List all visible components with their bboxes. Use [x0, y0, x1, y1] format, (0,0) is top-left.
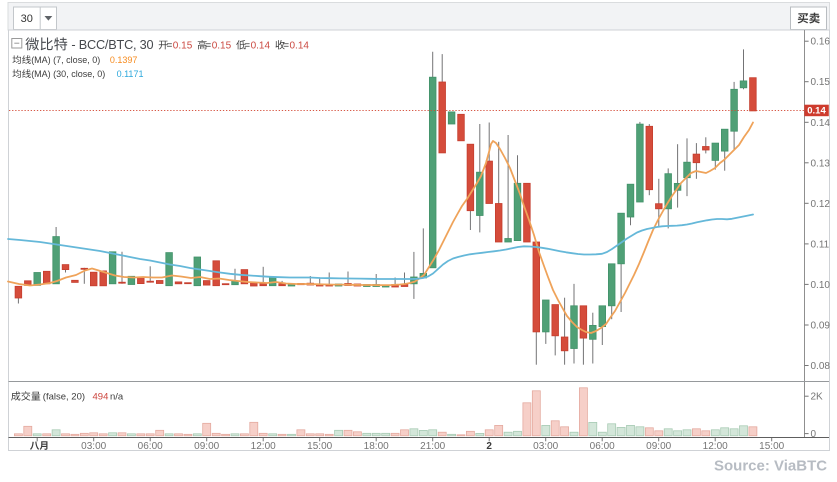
svg-text:21:00: 21:00	[420, 441, 445, 452]
svg-text:0.15: 0.15	[811, 77, 831, 88]
svg-text:15:00: 15:00	[759, 441, 784, 452]
svg-text:=: =	[244, 40, 250, 51]
svg-text:0: 0	[811, 429, 817, 440]
svg-text:09:00: 09:00	[646, 441, 671, 452]
svg-text:0.14: 0.14	[251, 40, 271, 51]
svg-text:(false, 20): (false, 20)	[43, 392, 85, 403]
svg-text:- BCC/BTC, 30: - BCC/BTC, 30	[71, 38, 153, 52]
svg-text:=: =	[205, 40, 211, 51]
svg-text:0.16: 0.16	[811, 37, 831, 48]
svg-text:30: 30	[21, 13, 33, 25]
svg-text:0.11: 0.11	[811, 239, 830, 250]
svg-text:12:00: 12:00	[703, 441, 728, 452]
svg-text:(MA) (30, close, 0): (MA) (30, close, 0)	[31, 69, 105, 79]
svg-text:0.14: 0.14	[811, 118, 831, 129]
svg-text:0.14: 0.14	[290, 40, 310, 51]
svg-text:2: 2	[486, 441, 492, 452]
svg-text:0.08: 0.08	[811, 361, 831, 372]
svg-text:12:00: 12:00	[251, 441, 276, 452]
svg-text:494: 494	[93, 392, 109, 403]
svg-text:=: =	[283, 40, 289, 51]
svg-text:0.09: 0.09	[811, 321, 831, 332]
svg-text:06:00: 06:00	[138, 441, 163, 452]
svg-text:Source: ViaBTC: Source: ViaBTC	[714, 458, 827, 475]
svg-text:06:00: 06:00	[590, 441, 615, 452]
svg-text:03:00: 03:00	[533, 441, 558, 452]
svg-text:15:00: 15:00	[307, 441, 332, 452]
svg-text:09:00: 09:00	[194, 441, 219, 452]
svg-text:03:00: 03:00	[81, 441, 106, 452]
svg-text:=: =	[167, 40, 173, 51]
svg-text:0.14: 0.14	[807, 106, 826, 117]
svg-text:0.1171: 0.1171	[117, 69, 144, 79]
svg-text:2K: 2K	[811, 392, 824, 403]
svg-text:0.15: 0.15	[212, 40, 232, 51]
svg-text:n/a: n/a	[110, 392, 124, 403]
svg-text:0.10: 0.10	[811, 280, 831, 291]
svg-text:0.12: 0.12	[811, 199, 831, 210]
svg-text:0.13: 0.13	[811, 158, 831, 169]
svg-text:0.15: 0.15	[173, 40, 193, 51]
svg-text:(MA) (7, close, 0): (MA) (7, close, 0)	[31, 55, 100, 65]
svg-text:0.1397: 0.1397	[110, 55, 138, 65]
svg-text:18:00: 18:00	[364, 441, 389, 452]
